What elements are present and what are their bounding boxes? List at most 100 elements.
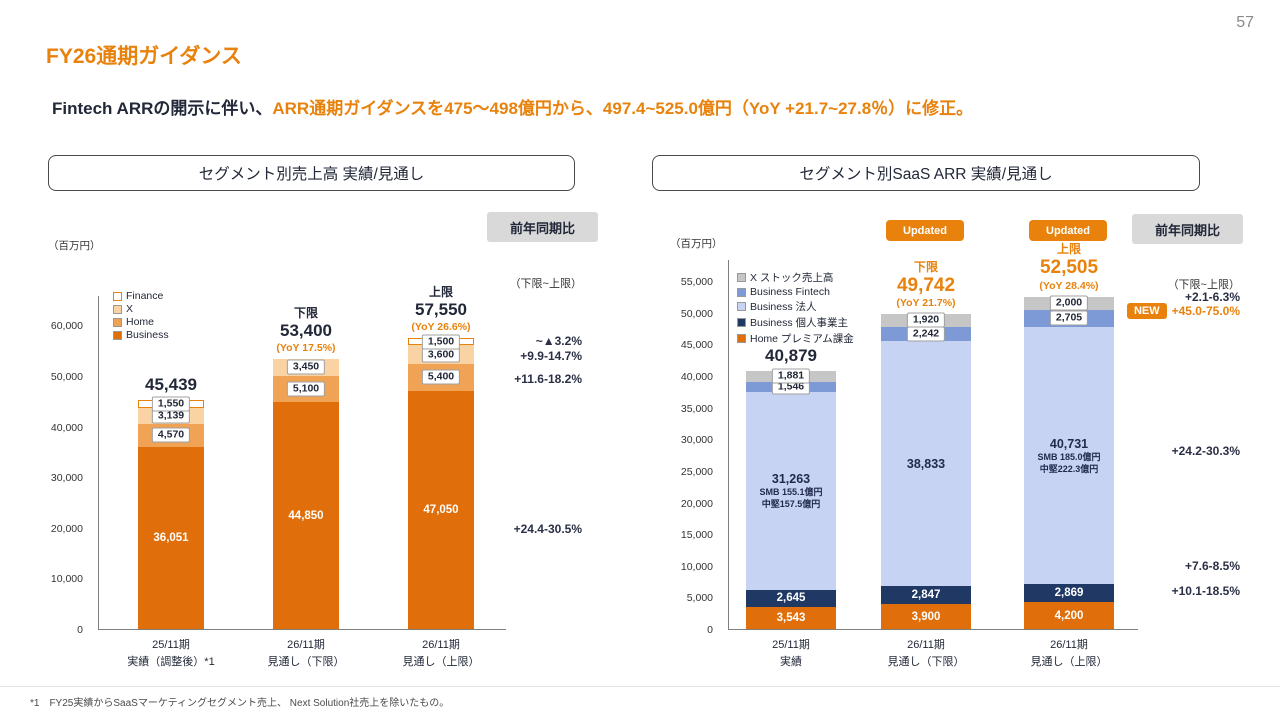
segment-value-label: 2,645: [777, 592, 806, 604]
legend-label: Business: [126, 329, 169, 341]
segment-value: 3,543: [776, 611, 806, 624]
left-yoy-annotation: +24.4-30.5%: [513, 522, 582, 536]
bar-yoy-label: (YoY 28.4%): [1039, 279, 1099, 292]
bar-total-label: 49,742: [896, 274, 956, 296]
bar-bound-label: 上限: [1056, 242, 1081, 257]
segment-value-label: 1,550: [151, 396, 191, 412]
legend-swatch: [737, 302, 746, 311]
bar-segment: 2,000: [1024, 295, 1114, 311]
bar-segment: 2,869: [1024, 584, 1114, 603]
legend-item: X: [113, 303, 169, 315]
segment-value-label: 44,850: [288, 510, 323, 522]
segment-value: 2,705: [1055, 311, 1083, 324]
arr-chart: （百万円） 0 5,000 10,000 15,000 20,000 25,000 30,0…: [670, 238, 1138, 668]
y-axis: 0 5,000 10,000 15,000 20,000 25,000 30,000 35,0…: [663, 260, 721, 636]
segment-value: 4,570: [157, 428, 185, 441]
segment-value-label: 38,833: [907, 457, 945, 471]
segment-value: 3,600: [427, 348, 455, 361]
bar-total-label: 52,505: [1039, 257, 1099, 279]
y-axis-tick-label: 40,000: [680, 371, 713, 384]
y-axis-tick-label: 30,000: [680, 434, 713, 447]
segment-value-label: 2,000: [1049, 295, 1089, 311]
y-axis-tick-label: 45,000: [680, 339, 713, 352]
bar-total-label: 57,550: [415, 300, 467, 320]
y-axis-tick-label: 35,000: [680, 402, 713, 415]
segment-value: 3,900: [911, 610, 941, 623]
legend-label: X ストック売上高: [750, 272, 834, 284]
segment-value: 40,731: [1049, 436, 1089, 451]
revenue-chart: （百万円） 0 10,000 20,000 30,000 40,000 50,000 60,…: [48, 240, 506, 668]
y-axis-tick-label: 40,000: [50, 421, 83, 434]
bar-segment: 40,731 SMB 185.0億円 中堅222.3億円: [1024, 326, 1114, 585]
bar-header: 上限 57,550 (YoY 26.6%): [366, 285, 516, 333]
legend-item: Business: [113, 329, 169, 341]
chart-legend: Finance X Home Business: [113, 290, 169, 341]
yoy-header-badge-left: 前年同期比: [487, 212, 598, 242]
bar-bound-label: 下限: [293, 306, 318, 321]
stacked-bar: 47,050 5,400 3,600 1,500: [408, 334, 474, 629]
segment-value-label: 3,139: [151, 408, 191, 424]
segment-value: 4,200: [1054, 609, 1084, 622]
legend-swatch: [113, 330, 122, 340]
category-line: 25/11期: [152, 639, 190, 651]
stacked-bar: 3,543 2,645 31,263 SMB 155.1億円 中堅157.5億円 1,54…: [746, 368, 836, 629]
segment-value: 2,847: [911, 589, 941, 602]
new-badge: NEW: [1126, 303, 1167, 319]
legend-label: Business 法人: [750, 301, 817, 313]
left-yoy-annotation: +9.9-14.7%: [520, 349, 582, 363]
y-axis-tick-label: 25,000: [680, 465, 713, 478]
y-axis-tick-label: 0: [707, 624, 713, 636]
y-axis-tick-label: 55,000: [680, 276, 713, 289]
legend-label: Home: [126, 316, 155, 328]
segment-value-label: 2,869: [1055, 587, 1084, 599]
category-line: 実績: [780, 656, 802, 668]
stacked-bar: 3,900 2,847 38,833 2,242 1,920: [881, 312, 971, 629]
bar-yoy-label: (YoY 17.5%): [276, 341, 336, 354]
x-axis-category-label: 26/11期見通し（上限）: [366, 637, 516, 671]
category-line: 見通し（上限）: [402, 656, 480, 668]
category-line: 26/11期: [907, 639, 945, 651]
right-range-label: （下限~上限）: [1167, 279, 1240, 291]
bar-segment: 2,645: [746, 589, 836, 607]
right-yoy-annotation: +24.2-30.3%: [1171, 444, 1240, 458]
category-line: 見通し（下限）: [267, 656, 345, 668]
category-line: 26/11期: [287, 639, 325, 651]
bar-header: 上限 52,505 (YoY 28.4%): [994, 242, 1144, 292]
bar-segment: 3,900: [881, 604, 971, 629]
segment-value: 44,850: [288, 509, 324, 522]
segment-value: 2,869: [1054, 587, 1084, 600]
bar-yoy-label: (YoY 26.6%): [411, 320, 471, 333]
footnote: *1 FY25実績からSaaSマーケティングセグメント売上、 Next Solu…: [30, 698, 450, 709]
x-axis-category-label: 26/11期見通し（下限）: [231, 637, 381, 671]
fintech-new-annotation-row: NEW +45.0-75.0%: [1100, 303, 1240, 319]
segment-value-label: 1,920: [906, 312, 946, 328]
y-axis-tick-label: 5,000: [686, 592, 713, 605]
bar-segment: 4,570: [138, 423, 204, 447]
right-yoy-annotation: +10.1-18.5%: [1171, 584, 1240, 598]
segment-value: 1,920: [912, 313, 940, 326]
y-axis-tick-label: 30,000: [50, 472, 83, 485]
bar-header: 下限 49,742 (YoY 21.7%): [851, 260, 1001, 310]
bar-header: 45,439: [96, 375, 246, 395]
segment-value: 38,833: [906, 456, 946, 471]
category-line: 26/11期: [422, 639, 460, 651]
bar-bound-label: 上限: [428, 285, 453, 300]
plot-area: 0 5,000 10,000 15,000 20,000 25,000 30,000 35,0…: [681, 242, 1138, 668]
bar-segment: 2,705: [1024, 309, 1114, 327]
y-axis-tick-label: 50,000: [50, 370, 83, 383]
segment-value: 31,263: [771, 472, 811, 487]
bar-segment: 5,400: [408, 363, 474, 391]
stacked-bar: 36,051 4,570 3,139 1,550: [138, 396, 204, 629]
bar-segment: 3,450: [273, 358, 339, 377]
segment-value: 2,000: [1055, 296, 1083, 309]
stacked-bar: 4,200 2,869 40,731 SMB 185.0億円 中堅222.3億円 2,70…: [1024, 295, 1114, 629]
segment-value: 3,450: [292, 360, 320, 373]
bar-segment: 44,850: [273, 402, 339, 629]
segment-value: 1,500: [427, 335, 455, 348]
legend-item: Finance: [113, 290, 169, 302]
segment-value-label: 5,400: [421, 369, 461, 385]
segment-value-label: 1,500: [421, 334, 461, 350]
bar-yoy-label: (YoY 21.7%): [896, 297, 956, 310]
legend-item: Home: [113, 316, 169, 328]
category-line: 見通し（上限）: [1030, 656, 1108, 668]
